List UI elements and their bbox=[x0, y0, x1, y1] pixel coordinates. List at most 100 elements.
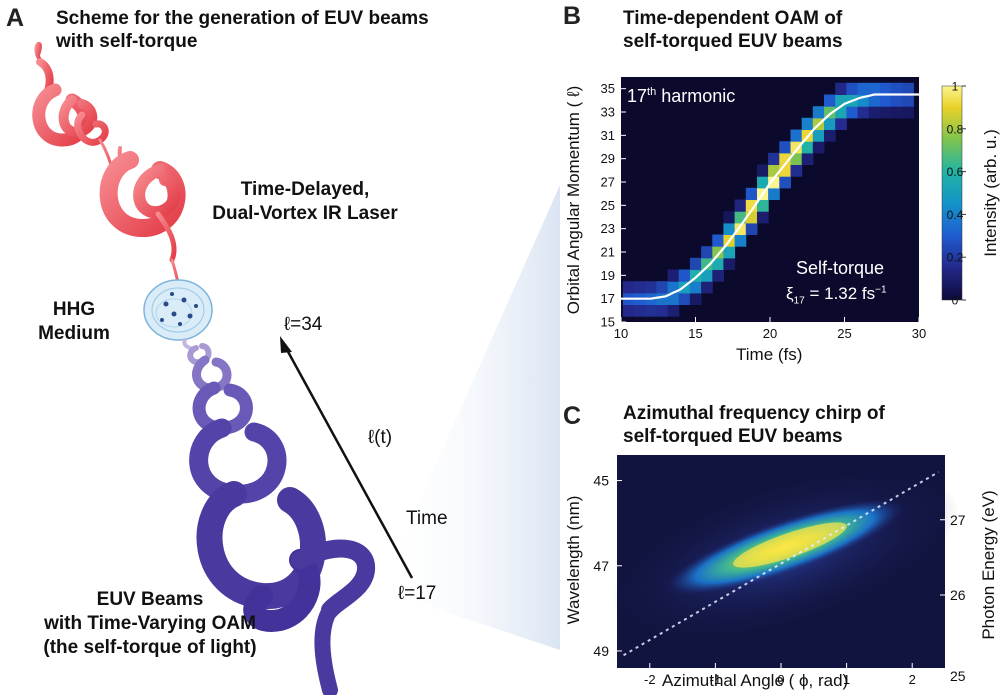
heatmap-b-cell bbox=[757, 176, 769, 189]
heatmap-b-cell bbox=[824, 94, 836, 107]
heatmap-b-cell bbox=[634, 304, 646, 317]
heatmap-b-cell bbox=[656, 292, 669, 305]
panel-b-title: Time-dependent OAM of self-torqued EUV b… bbox=[623, 7, 843, 53]
time-arrow-head bbox=[280, 336, 292, 353]
euv-beam bbox=[182, 338, 375, 695]
heatmap-b-cell bbox=[857, 94, 870, 107]
xi-value: ξ17 = 1.32 fs−1 bbox=[786, 284, 887, 306]
panel-b-title-line2: self-torqued EUV beams bbox=[623, 31, 843, 52]
heatmap-b-cell bbox=[745, 199, 758, 212]
heatmap-b-cell bbox=[734, 234, 747, 247]
xi-subscript: 17 bbox=[793, 295, 805, 307]
heatmap-b-cell bbox=[779, 164, 791, 177]
panel-b-x-tick-label: 25 bbox=[837, 326, 851, 341]
heatmap-b-cell bbox=[689, 292, 702, 305]
heatmap-b-cell bbox=[768, 176, 780, 189]
ir-laser-beam-1 bbox=[32, 41, 116, 202]
panel-b-y-tick-label: 23 bbox=[601, 221, 615, 236]
heatmap-b-cell bbox=[712, 234, 724, 247]
hhg-medium-label-line1: HHG bbox=[52, 299, 96, 320]
heatmap-b-cells bbox=[622, 82, 914, 317]
panel-b-x-tick-label: 15 bbox=[688, 326, 702, 341]
euv-beams-label-line1: EUV Beams bbox=[96, 589, 204, 610]
heatmap-b-cell bbox=[902, 82, 914, 95]
selftorque-label: Self-torque bbox=[796, 258, 885, 278]
panel-b-x-tick-label: 30 bbox=[912, 326, 926, 341]
panel-b-x-tick-label: 10 bbox=[614, 326, 628, 341]
panel-b-title-line1: Time-dependent OAM of bbox=[623, 8, 843, 29]
heatmap-b-cell bbox=[678, 292, 691, 305]
heatmap-b-cell bbox=[790, 152, 803, 165]
euv-beams-label-line3: (the self-torque of light) bbox=[43, 637, 257, 658]
heatmap-b-cell bbox=[757, 164, 769, 177]
panel-c-x-tick-label: 1 bbox=[843, 672, 850, 687]
heatmap-b-cell bbox=[712, 246, 724, 259]
heatmap-b-cell bbox=[846, 106, 859, 119]
panel-b-y-tick-label: 29 bbox=[601, 151, 615, 166]
heatmap-b-cell bbox=[678, 269, 691, 282]
colorbar-b-ticks: 0 0.2 0.4 0.6 0.8 1 bbox=[947, 80, 966, 308]
panel-b-x-ticks: 10 15 20 25 30 bbox=[614, 317, 926, 341]
harmonic-suffix: th bbox=[647, 86, 657, 98]
heatmap-b-cell bbox=[667, 281, 680, 294]
panel-a-letter: A bbox=[6, 4, 25, 32]
heatmap-b-cell bbox=[868, 94, 881, 107]
euv-beams-label: EUV Beams with Time-Varying OAM (the sel… bbox=[25, 588, 275, 660]
panel-b-y-tick-label: 27 bbox=[601, 175, 615, 190]
heatmap-b-cell bbox=[689, 269, 702, 282]
colorbar-tick-label: 0.8 bbox=[947, 122, 964, 136]
panel-c-ylabel-left-wrap: Wavelength (nm) bbox=[564, 496, 583, 625]
heatmap-b-cell bbox=[701, 269, 713, 282]
heatmap-b-cell bbox=[701, 246, 713, 259]
heatmap-b-cell bbox=[868, 106, 881, 119]
hhg-medium-label: HHG Medium bbox=[24, 298, 124, 346]
heatmap-b-cell bbox=[656, 304, 669, 317]
colorbar-tick-label: 0.4 bbox=[947, 208, 964, 222]
heatmap-b-cell bbox=[812, 129, 825, 142]
time-label: Time bbox=[406, 508, 448, 529]
heatmap-b-cell bbox=[745, 222, 758, 235]
panel-c-y-tick-label-right: 25 bbox=[950, 668, 966, 684]
panel-b-x-tick-label: 20 bbox=[763, 326, 777, 341]
colorbar-tick-label: 1 bbox=[952, 80, 959, 94]
heatmap-b-cell bbox=[891, 82, 903, 95]
heatmap-c-content bbox=[611, 469, 959, 641]
panel-c-x-tick-label: 2 bbox=[909, 672, 916, 687]
heatmap-b-cell bbox=[857, 82, 870, 95]
panel-c-y-tick-label-left: 47 bbox=[593, 558, 609, 574]
panel-c-title: Azimuthal frequency chirp of self-torque… bbox=[623, 402, 885, 448]
panel-c-ylabel-right: Photon Energy (eV) bbox=[979, 490, 998, 640]
heatmap-b-cell bbox=[667, 269, 680, 282]
heatmap-b-cell bbox=[801, 141, 814, 154]
colorbar-tick-label: 0.2 bbox=[947, 251, 964, 265]
heatmap-b-cell bbox=[634, 281, 646, 294]
panel-b-y-tick-label: 25 bbox=[601, 198, 615, 213]
heatmap-b-cell bbox=[868, 82, 881, 95]
panel-c-ylabel-left: Wavelength (nm) bbox=[564, 495, 583, 625]
heatmap-b-cell bbox=[768, 164, 780, 177]
time-arrow-shaft bbox=[284, 347, 414, 579]
heatmap-b-cell bbox=[645, 281, 657, 294]
heatmap-b-cell bbox=[790, 141, 803, 154]
panel-b-xlabel: Time (fs) bbox=[736, 345, 803, 364]
panel-c-x-tick-label: 0 bbox=[777, 672, 784, 687]
heatmap-b-cell bbox=[902, 106, 914, 119]
heatmap-b-cell bbox=[723, 222, 736, 235]
heatmap-b-cell bbox=[734, 211, 747, 224]
panel-b-y-tick-label: 35 bbox=[601, 81, 615, 96]
heatmap-b-cell bbox=[745, 187, 758, 200]
ir-laser-label: Time-Delayed, Dual-Vortex IR Laser bbox=[205, 178, 405, 226]
panel-a-title: Scheme for the generation of EUV beams w… bbox=[56, 7, 429, 53]
panel-a-title-line2: with self-torque bbox=[56, 31, 198, 52]
heatmap-b-cell bbox=[667, 304, 680, 317]
selftorque-fit-curve bbox=[621, 93, 919, 300]
heatmap-b-cell bbox=[689, 281, 702, 294]
heatmap-b-cell bbox=[891, 94, 903, 107]
heatmap-b-cell bbox=[846, 82, 859, 95]
ir-laser-label-line1: Time-Delayed, bbox=[240, 179, 370, 200]
heatmap-b-cell bbox=[824, 129, 836, 142]
panel-c-y-tick-label-left: 45 bbox=[593, 473, 609, 489]
panel-c-xlabel: Azimuthal Angle ( ϕ, rad) bbox=[662, 671, 849, 690]
heatmap-b-cell bbox=[824, 106, 836, 119]
